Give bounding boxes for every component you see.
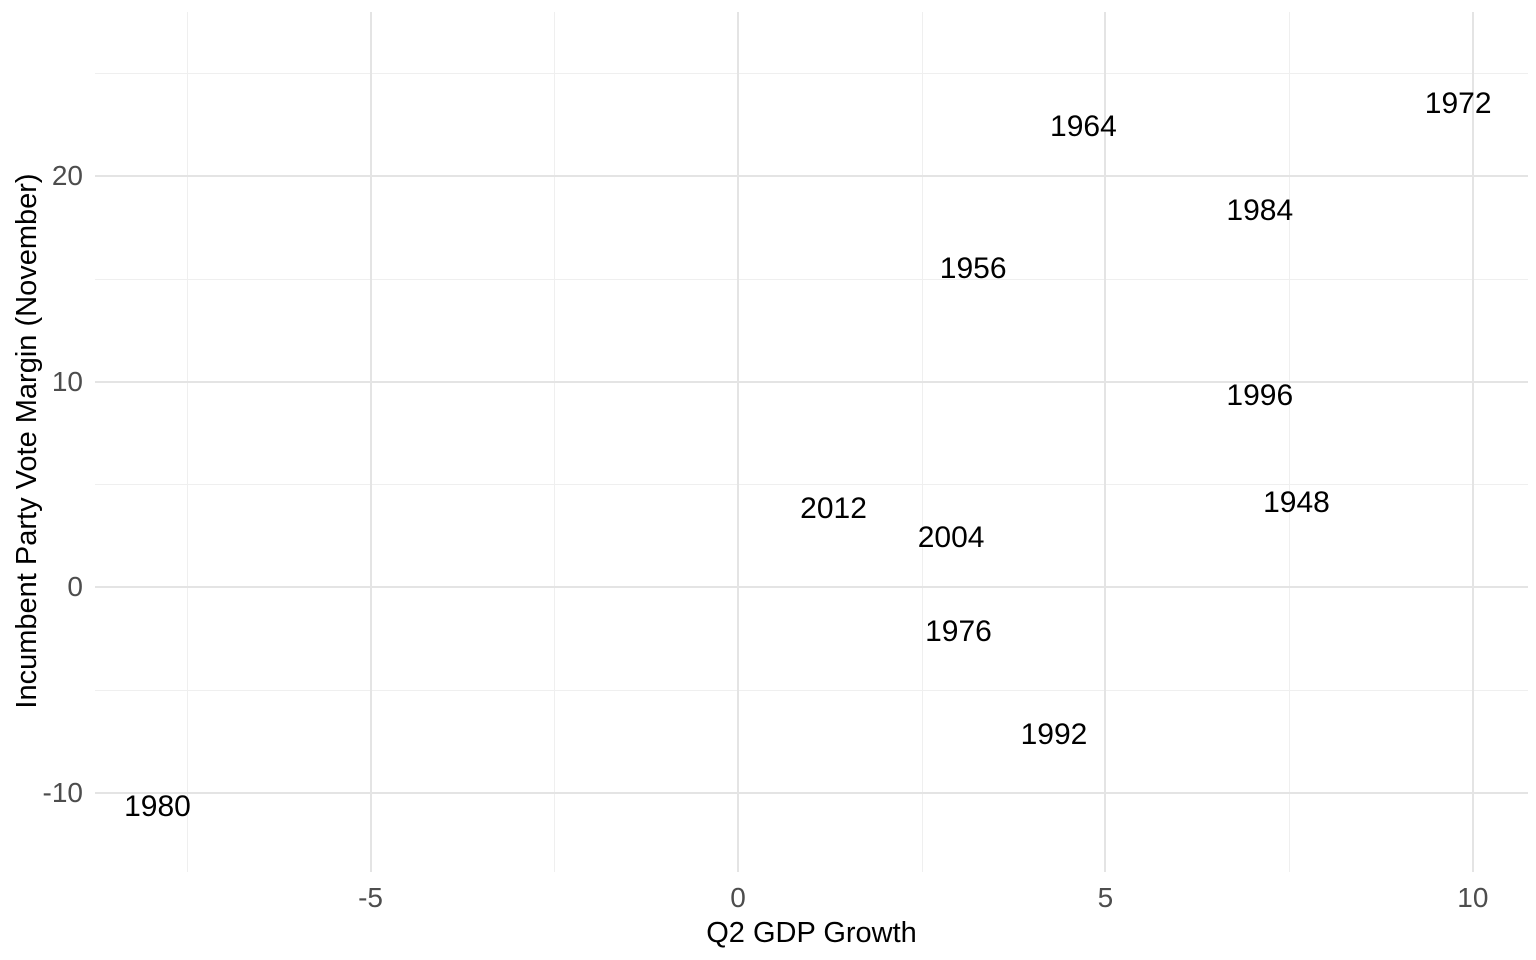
point-label-2004: 2004 (917, 520, 985, 554)
minor-gridline-vertical (186, 12, 188, 872)
major-gridline-horizontal (95, 791, 1528, 794)
y-tick-label: -10 (42, 776, 83, 808)
point-label-1996: 1996 (1226, 378, 1294, 412)
point-label-1992: 1992 (1020, 718, 1088, 752)
point-label-2012: 2012 (800, 492, 867, 525)
minor-gridline-vertical (1289, 12, 1291, 872)
major-gridline-horizontal (95, 380, 1528, 383)
major-gridline-vertical (1471, 12, 1474, 872)
point-label-1956: 1956 (939, 251, 1007, 285)
minor-gridline-vertical (921, 12, 923, 872)
point-label-1976: 1976 (925, 615, 992, 649)
major-gridline-horizontal (95, 586, 1528, 589)
x-tick-label: -5 (358, 882, 384, 913)
point-label-1964: 1964 (1050, 109, 1117, 143)
minor-gridline-horizontal (95, 73, 1528, 75)
y-tick-label: 0 (67, 571, 83, 603)
x-tick-label: 10 (1457, 882, 1489, 913)
point-label-1972: 1972 (1424, 87, 1492, 121)
y-axis-title: Incumbent Party Vote Margin (November) (11, 173, 43, 709)
x-tick-label: 5 (1097, 882, 1114, 913)
y-tick-label: 10 (51, 365, 83, 397)
minor-gridline-vertical (554, 12, 556, 872)
major-gridline-vertical (369, 12, 372, 872)
major-gridline-horizontal (95, 175, 1528, 178)
point-label-1980: 1980 (124, 790, 191, 824)
point-label-1948: 1948 (1263, 485, 1330, 519)
x-tick-label: 0 (730, 882, 746, 913)
major-gridline-vertical (737, 12, 739, 872)
minor-gridline-horizontal (95, 689, 1528, 691)
x-axis-title: Q2 GDP Growth (706, 917, 917, 949)
y-tick-label: 20 (51, 160, 83, 192)
minor-gridline-horizontal (95, 278, 1528, 280)
point-label-1984: 1984 (1226, 193, 1294, 227)
